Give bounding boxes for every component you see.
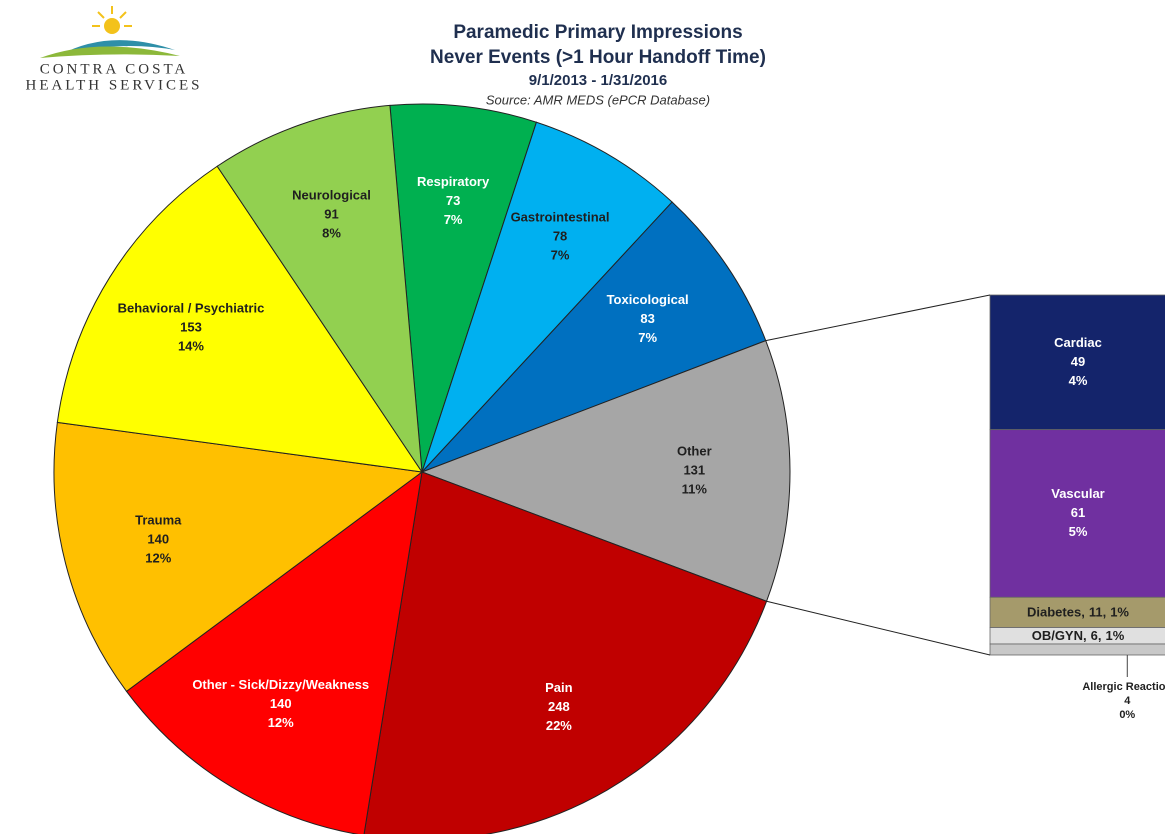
pie-slice: [125, 470, 423, 834]
slice-percent: 7%: [638, 330, 657, 345]
bar-value: 61: [1071, 505, 1085, 520]
source: Source: AMR MEDS (ePCR Database): [486, 92, 710, 107]
bar-percent: 5%: [1069, 524, 1088, 539]
bar-label-part: ,: [1098, 628, 1102, 643]
slice-label: Respiratory: [417, 174, 490, 189]
slice-value: 131: [683, 463, 705, 478]
bar-value: 49: [1071, 354, 1085, 369]
chart-subtitle: Never Events (>1 Hour Handoff Time): [430, 47, 766, 68]
slice-percent: 11%: [682, 482, 708, 497]
pie-slice: [421, 121, 673, 473]
bar-label: Cardiac: [1054, 335, 1102, 350]
slice-value: 78: [553, 229, 567, 244]
slice-percent: 7%: [551, 248, 570, 263]
slice-percent: 22%: [546, 718, 572, 733]
bar-segment: [989, 429, 1165, 598]
logo-swoosh: [40, 46, 180, 58]
bar-label: Vascular: [1051, 486, 1105, 501]
bar-segment: [989, 643, 1165, 656]
slice-label: Other: [677, 444, 712, 459]
slice-percent: 12%: [268, 715, 294, 730]
bar-label-part: ,: [1083, 628, 1087, 643]
pie-slice: [216, 104, 423, 473]
logo-sun: [104, 18, 120, 34]
pie-slice: [53, 421, 424, 693]
date-range: 9/1/2013 - 1/31/2016: [529, 72, 667, 89]
chart-title: Paramedic Primary Impressions: [453, 22, 742, 43]
slice-label: Toxicological: [607, 292, 689, 307]
bar-label-part: OB/GYN: [1032, 628, 1083, 643]
slice-label: Behavioral / Psychiatric: [118, 300, 265, 315]
logo-rays: [92, 6, 132, 27]
slice-value: 91: [324, 207, 338, 222]
connector-line: [766, 600, 991, 656]
slice-label: Trauma: [135, 512, 182, 527]
bar-label-part: ,: [1103, 605, 1107, 620]
bar-label: Allergic Reaction: [1082, 681, 1165, 693]
bar-label: Diabetes, 11, 1%: [1027, 605, 1129, 620]
slice-value: 83: [640, 311, 654, 326]
bar-label-part: ,: [1081, 605, 1085, 620]
connector-line: [765, 294, 991, 342]
slice-label: Other - Sick/Dizzy/Weakness: [192, 677, 369, 692]
slice-label: Gastrointestinal: [511, 210, 610, 225]
slice-value: 140: [147, 531, 169, 546]
bar-segment: [989, 596, 1165, 628]
bar-label-part: 1%: [1105, 628, 1124, 643]
pie-slice: [389, 103, 538, 473]
slice-value: 248: [548, 699, 570, 714]
logo: CONTRA COSTA HEALTH SERVICES: [25, 6, 202, 93]
bar-label-part: 11: [1089, 605, 1103, 620]
slice-percent: 14%: [178, 338, 204, 353]
slice-percent: 8%: [322, 226, 341, 241]
logo-text: HEALTH SERVICES: [25, 77, 202, 93]
bar-label-part: Diabetes: [1027, 605, 1081, 620]
slice-percent: 12%: [145, 550, 171, 565]
bar-label-part: 6: [1091, 628, 1098, 643]
bar-segment: [989, 294, 1165, 431]
bar-value: 4: [1124, 695, 1131, 707]
slice-value: 73: [446, 193, 460, 208]
logo-text: CONTRA COSTA: [40, 61, 189, 77]
slice-percent: 7%: [444, 212, 463, 227]
slice-label: Neurological: [292, 188, 371, 203]
slice-value: 153: [180, 319, 202, 334]
bar-percent: 4%: [1069, 373, 1088, 388]
slice-label: Pain: [545, 680, 573, 695]
bar-label: OB/GYN, 6, 1%: [1032, 628, 1125, 643]
pie-slice: [56, 165, 424, 473]
bar-label-part: 1%: [1110, 605, 1129, 620]
bar-percent: 0%: [1119, 709, 1135, 721]
slice-value: 140: [270, 696, 292, 711]
pie-slice: [421, 201, 767, 473]
pie-slice: [363, 471, 768, 834]
pie-slice: [420, 340, 791, 602]
logo-swoosh: [60, 40, 175, 55]
